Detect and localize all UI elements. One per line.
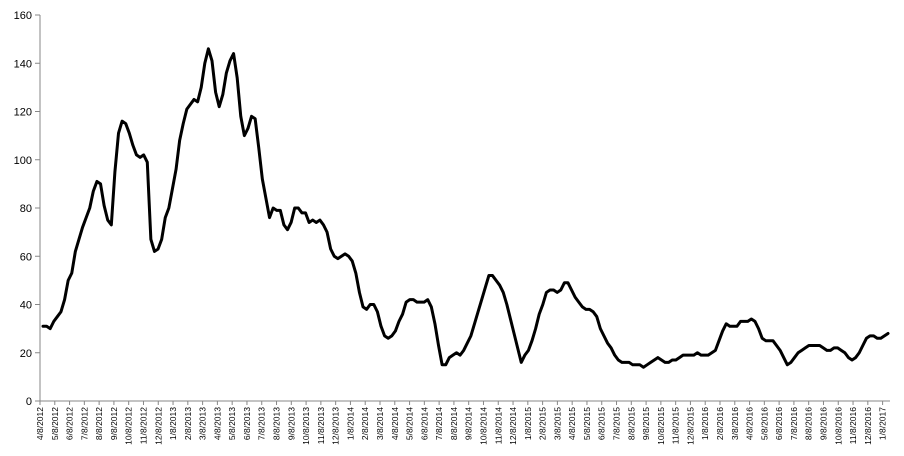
x-tick-label: 12/8/2016 [863, 407, 873, 445]
x-tick-label: 12/8/2015 [685, 407, 695, 445]
x-tick-label: 4/8/2012 [35, 407, 45, 440]
x-tick-label: 2/8/2013 [183, 407, 193, 440]
x-tick-label: 9/8/2015 [641, 407, 651, 440]
y-tick-label: 80 [20, 203, 32, 215]
y-tick-label: 120 [14, 107, 32, 119]
x-tick-label: 4/8/2014 [390, 407, 400, 440]
x-tick-label: 8/8/2015 [626, 407, 636, 440]
x-tick-label: 10/8/2012 [124, 407, 134, 445]
x-tick-label: 1/8/2013 [168, 407, 178, 440]
x-tick-label: 6/8/2015 [597, 407, 607, 440]
x-tick-label: 2/8/2014 [360, 407, 370, 440]
x-tick-label: 8/8/2014 [449, 407, 459, 440]
x-tick-label: 3/8/2015 [552, 407, 562, 440]
y-tick-label: 140 [14, 58, 32, 70]
x-tick-label: 6/8/2013 [242, 407, 252, 440]
y-tick-label: 40 [20, 300, 32, 312]
y-tick-label: 100 [14, 155, 32, 167]
x-tick-label: 10/8/2013 [301, 407, 311, 445]
x-tick-label: 7/8/2014 [434, 407, 444, 440]
x-tick-label: 12/8/2013 [331, 407, 341, 445]
x-tick-label: 1/8/2017 [878, 407, 888, 440]
x-tick-label: 10/8/2016 [833, 407, 843, 445]
x-tick-label: 3/8/2016 [730, 407, 740, 440]
x-tick-label: 6/8/2016 [774, 407, 784, 440]
x-tick-label: 5/8/2016 [759, 407, 769, 440]
x-tick-label: 4/8/2015 [567, 407, 577, 440]
x-tick-label: 9/8/2012 [109, 407, 119, 440]
x-tick-label: 6/8/2012 [65, 407, 75, 440]
x-tick-label: 8/8/2016 [804, 407, 814, 440]
x-tick-label: 12/8/2012 [153, 407, 163, 445]
series-line-0 [41, 47, 890, 369]
y-axis: 0 20 40 60 80 100 120 140 160 [14, 10, 41, 408]
x-tick-label: 12/8/2014 [508, 407, 518, 445]
y-tick-label: 60 [20, 251, 32, 263]
x-tick-label: 3/8/2013 [198, 407, 208, 440]
x-tick-label: 8/8/2012 [94, 407, 104, 440]
x-tick-label: 11/8/2013 [316, 407, 326, 444]
x-tick-label: 2/8/2016 [715, 407, 725, 440]
y-tick-label: 0 [26, 396, 32, 408]
x-tick-label: 11/8/2012 [138, 407, 148, 444]
x-tick-label: 7/8/2012 [79, 407, 89, 440]
x-tick-label: 8/8/2013 [272, 407, 282, 440]
x-tick-label: 1/8/2014 [345, 407, 355, 440]
x-tick-label: 11/8/2015 [671, 407, 681, 444]
x-tick-label: 9/8/2013 [286, 407, 296, 440]
x-tick-label: 5/8/2013 [227, 407, 237, 440]
x-tick-label: 11/8/2016 [848, 407, 858, 444]
x-tick-label: 9/8/2014 [464, 407, 474, 440]
x-tick-label: 6/8/2014 [419, 407, 429, 440]
x-tick-label: 4/8/2013 [212, 407, 222, 440]
x-axis: 4/8/2012 5/8/2012 6/8/2012 7/8/2012 8/8/2012… [35, 400, 890, 445]
x-tick-label: 7/8/2016 [789, 407, 799, 440]
x-tick-label: 3/8/2014 [375, 407, 385, 440]
y-tick-label: 20 [20, 348, 32, 360]
x-tick-label: 5/8/2012 [50, 407, 60, 440]
x-tick-label: 10/8/2014 [478, 407, 488, 445]
x-tick-label: 7/8/2013 [257, 407, 267, 440]
y-tick-label: 160 [14, 10, 32, 22]
x-tick-label: 7/8/2015 [612, 407, 622, 440]
x-tick-label: 4/8/2016 [745, 407, 755, 440]
x-tick-label: 1/8/2016 [700, 407, 710, 440]
series-layer [41, 47, 890, 369]
x-tick-label: 1/8/2015 [523, 407, 533, 440]
x-tick-label: 5/8/2015 [582, 407, 592, 440]
x-tick-label: 10/8/2015 [656, 407, 666, 445]
x-tick-label: 9/8/2016 [818, 407, 828, 440]
x-tick-label: 11/8/2014 [493, 407, 503, 444]
x-tick-label: 5/8/2014 [405, 407, 415, 440]
x-tick-label: 2/8/2015 [538, 407, 548, 440]
